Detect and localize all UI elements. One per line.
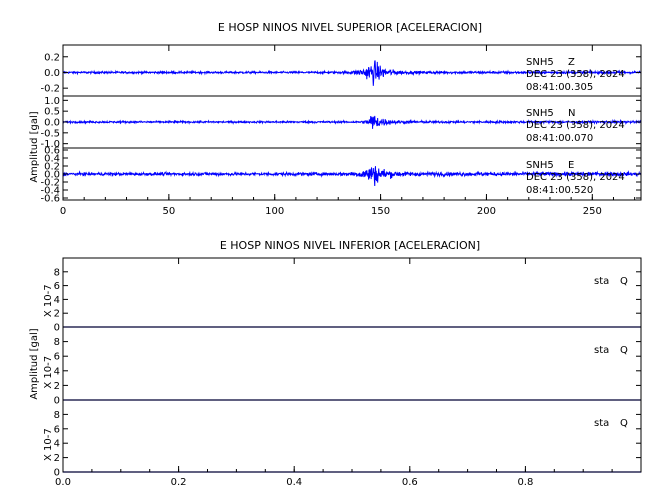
- panel-frame: [62, 326, 642, 401]
- station-label: sta: [594, 345, 609, 356]
- y-tick-label: 0.0: [44, 68, 60, 79]
- x-tick-label: 0.0: [55, 477, 71, 488]
- lower-level-chart: E HOSP NINOS NIVEL INFERIOR [ACELERACION…: [29, 239, 642, 488]
- component-label: Q: [620, 418, 628, 429]
- y-tick-label: 8: [54, 337, 60, 348]
- y-tick-label: 0: [54, 396, 60, 407]
- time-label: 08:41:00.070: [526, 133, 593, 144]
- y-tick-label: 0.2: [44, 52, 60, 63]
- y-tick-label: 0.6: [44, 146, 60, 157]
- x-tick-label: 0.6: [402, 477, 418, 488]
- station-label: SNH5: [526, 57, 554, 68]
- y-tick-label: 0.0: [44, 170, 60, 181]
- y-tick-label: 4: [54, 295, 60, 306]
- component-label: E: [568, 160, 574, 171]
- x-tick-label: 0: [60, 206, 66, 217]
- panel-frame: [62, 257, 642, 328]
- x-tick-label: 200: [477, 206, 496, 217]
- x-tick-label: 50: [162, 206, 175, 217]
- station-label: sta: [594, 418, 609, 429]
- y-tick-label: 2: [54, 453, 60, 464]
- y-tick-label: -0.6: [40, 194, 60, 205]
- date-label: DEC 23 (358), 2024: [526, 120, 625, 131]
- y-tick-label: 0: [54, 468, 60, 479]
- y-tick-label: 0: [54, 323, 60, 334]
- y-tick-label: -0.5: [40, 128, 60, 139]
- upper-chart-title: E HOSP NINOS NIVEL SUPERIOR [ACELERACION…: [218, 21, 482, 34]
- y-tick-label: 8: [54, 267, 60, 278]
- component-label: Z: [568, 57, 575, 68]
- y-tick-label: -0.2: [40, 178, 60, 189]
- empty-panel-1: 8 6 4 2 0 sta Q X 10-7: [43, 257, 642, 334]
- x-tick-label: 250: [583, 206, 602, 217]
- y-tick-label: 6: [54, 281, 60, 292]
- y-tick-label: 1.0: [44, 96, 60, 107]
- y-tick-label: -0.4: [40, 186, 60, 197]
- date-label: DEC 23 (358), 2024: [526, 172, 625, 183]
- x-tick-label: 0.2: [171, 477, 187, 488]
- station-label: sta: [594, 276, 609, 287]
- y-tick-label: 6: [54, 352, 60, 363]
- x-tick-label: 100: [265, 206, 284, 217]
- seismic-trace-z: [62, 60, 642, 86]
- y-tick-label: 8: [54, 410, 60, 421]
- empty-panel-3: 8 6 4 2 0 sta Q X 10-7: [43, 399, 642, 479]
- y-tick-label: -1.0: [40, 139, 60, 150]
- lower-chart-title: E HOSP NINOS NIVEL INFERIOR [ACELERACION…: [220, 239, 480, 252]
- component-label: N: [568, 108, 575, 119]
- time-label: 08:41:00.520: [526, 185, 593, 196]
- panel-frame: [62, 399, 642, 473]
- x-tick-label: 0.4: [286, 477, 302, 488]
- scale-factor-label: X 10-7: [43, 284, 54, 317]
- y-tick-label: 0.4: [44, 154, 60, 165]
- seismic-trace-e: [62, 166, 642, 186]
- y-tick-label: 0.0: [44, 118, 60, 129]
- y-tick-label: 4: [54, 439, 60, 450]
- y-tick-label: 6: [54, 424, 60, 435]
- scale-factor-label: X 10-7: [43, 356, 54, 389]
- upper-level-chart: E HOSP NINOS NIVEL SUPERIOR [ACELERACION…: [29, 21, 642, 217]
- y-tick-label: -0.2: [40, 84, 60, 95]
- x-tick-label: 150: [371, 206, 390, 217]
- y-tick-label: 0.5: [44, 107, 60, 118]
- lower-y-axis-label: Amplitud [gal]: [29, 328, 40, 399]
- component-label: Q: [620, 345, 628, 356]
- station-label: SNH5: [526, 108, 554, 119]
- seismic-trace-n: [62, 115, 642, 129]
- scale-factor-label: X 10-7: [43, 428, 54, 461]
- date-label: DEC 23 (358), 2024: [526, 69, 625, 80]
- y-tick-label: 2: [54, 309, 60, 320]
- time-label: 08:41:00.305: [526, 82, 593, 93]
- x-tick-label: 0.8: [517, 477, 533, 488]
- y-tick-label: 0.2: [44, 162, 60, 173]
- y-tick-label: 2: [54, 381, 60, 392]
- station-label: SNH5: [526, 160, 554, 171]
- empty-panel-2: 8 6 4 2 0 sta Q X 10-7: [43, 326, 642, 407]
- upper-y-axis-label: Amplitud [gal]: [29, 111, 40, 182]
- component-label: Q: [620, 276, 628, 287]
- y-tick-label: 4: [54, 366, 60, 377]
